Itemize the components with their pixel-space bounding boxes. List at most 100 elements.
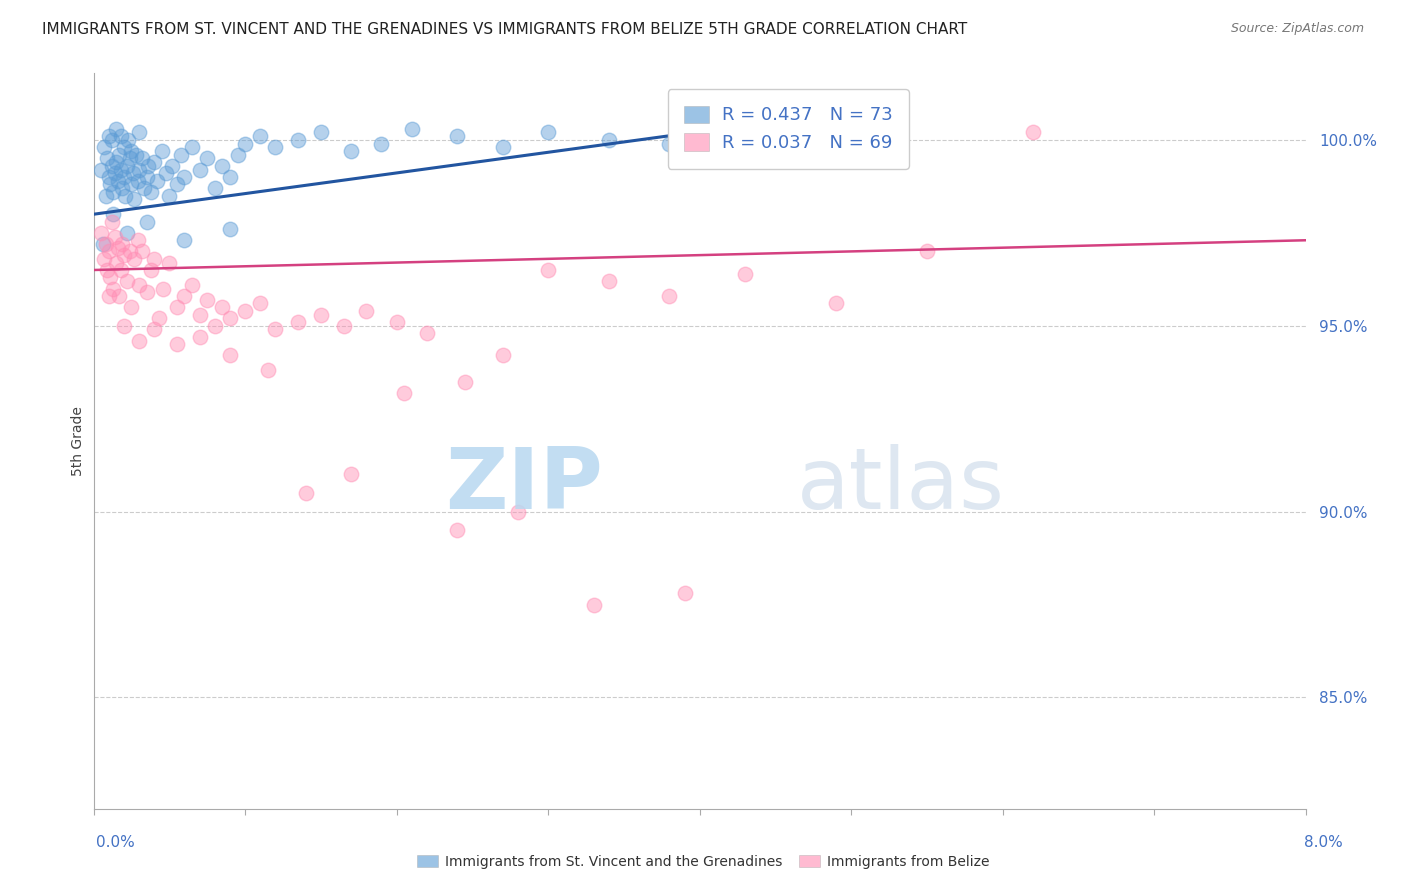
Point — [537, 263, 560, 277]
Point — [135, 215, 157, 229]
Point — [115, 274, 138, 288]
Point — [94, 237, 117, 252]
Point — [416, 326, 439, 341]
Point — [98, 178, 121, 192]
Point — [506, 505, 529, 519]
Point — [96, 263, 118, 277]
Point — [219, 349, 242, 363]
Point — [658, 136, 681, 151]
Point — [233, 136, 256, 151]
Point — [115, 159, 138, 173]
Point — [120, 178, 142, 192]
Point — [100, 159, 122, 173]
Point — [111, 237, 134, 252]
Point — [537, 125, 560, 139]
Point — [219, 222, 242, 236]
Point — [120, 144, 142, 158]
Point — [112, 248, 135, 262]
Point — [673, 586, 696, 600]
Point — [188, 162, 211, 177]
Point — [173, 289, 195, 303]
Point — [734, 267, 756, 281]
Point — [718, 152, 741, 166]
Point — [100, 133, 122, 147]
Point — [132, 181, 155, 195]
Point — [148, 311, 170, 326]
Point — [249, 129, 271, 144]
Point — [110, 263, 132, 277]
Point — [112, 170, 135, 185]
Point — [598, 274, 620, 288]
Point — [1022, 125, 1045, 139]
Point — [107, 174, 129, 188]
Point — [155, 166, 177, 180]
Point — [385, 315, 408, 329]
Point — [492, 349, 515, 363]
Point — [97, 170, 120, 185]
Point — [173, 170, 195, 185]
Point — [219, 311, 242, 326]
Point — [249, 296, 271, 310]
Point — [135, 285, 157, 300]
Point — [143, 322, 166, 336]
Point — [97, 289, 120, 303]
Point — [90, 226, 112, 240]
Text: IMMIGRANTS FROM ST. VINCENT AND THE GRENADINES VS IMMIGRANTS FROM BELIZE 5TH GRA: IMMIGRANTS FROM ST. VINCENT AND THE GREN… — [42, 22, 967, 37]
Point — [226, 147, 249, 161]
Point — [105, 121, 128, 136]
Point — [128, 334, 150, 348]
Point — [110, 162, 132, 177]
Point — [114, 188, 136, 202]
Y-axis label: 5th Grade: 5th Grade — [72, 406, 86, 476]
Point — [112, 318, 135, 333]
Point — [127, 233, 149, 247]
Point — [256, 363, 278, 377]
Point — [173, 233, 195, 247]
Text: 8.0%: 8.0% — [1303, 836, 1343, 850]
Point — [157, 255, 180, 269]
Point — [124, 252, 146, 266]
Point — [103, 207, 125, 221]
Legend: Immigrants from St. Vincent and the Grenadines, Immigrants from Belize: Immigrants from St. Vincent and the Gren… — [412, 849, 994, 874]
Point — [131, 152, 153, 166]
Point — [118, 152, 141, 166]
Point — [103, 282, 125, 296]
Point — [598, 133, 620, 147]
Point — [90, 162, 112, 177]
Point — [118, 244, 141, 259]
Point — [264, 322, 287, 336]
Point — [96, 152, 118, 166]
Point — [392, 385, 415, 400]
Point — [195, 152, 218, 166]
Text: ZIP: ZIP — [444, 443, 603, 526]
Point — [492, 140, 515, 154]
Point — [332, 318, 354, 333]
Point — [150, 144, 173, 158]
Point — [188, 308, 211, 322]
Point — [97, 129, 120, 144]
Point — [454, 375, 477, 389]
Point — [93, 140, 115, 154]
Point — [111, 181, 134, 195]
Point — [100, 215, 122, 229]
Point — [287, 133, 309, 147]
Point — [128, 162, 150, 177]
Point — [915, 244, 938, 259]
Point — [131, 244, 153, 259]
Point — [128, 277, 150, 292]
Point — [401, 121, 423, 136]
Point — [219, 170, 242, 185]
Point — [105, 155, 128, 169]
Point — [287, 315, 309, 329]
Point — [146, 174, 169, 188]
Point — [135, 170, 157, 185]
Point — [120, 300, 142, 314]
Point — [93, 252, 115, 266]
Point — [125, 147, 148, 161]
Point — [157, 188, 180, 202]
Point — [166, 300, 188, 314]
Point — [162, 159, 184, 173]
Text: Source: ZipAtlas.com: Source: ZipAtlas.com — [1230, 22, 1364, 36]
Point — [204, 181, 226, 195]
Point — [104, 229, 127, 244]
